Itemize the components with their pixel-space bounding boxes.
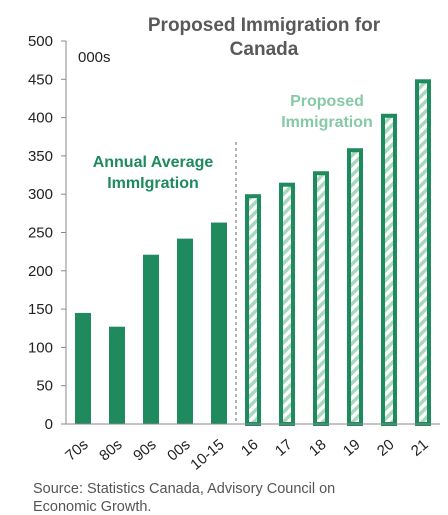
x-tick-label: 70s — [62, 436, 91, 465]
bar-actual-80s — [109, 326, 125, 424]
source-line-1: Source: Statistics Canada, Advisory Coun… — [33, 481, 335, 497]
bar-actual-10-15 — [211, 222, 227, 424]
x-tick-label: 18 — [306, 436, 330, 460]
y-tick-label: 450 — [28, 71, 53, 88]
bar-proposed-17 — [279, 182, 295, 426]
x-tick-label: 10-15 — [187, 436, 227, 474]
annotation-proposed-line-2: Immigration — [281, 114, 373, 131]
y-tick-label: 200 — [28, 263, 53, 280]
y-tick-label: 300 — [28, 186, 53, 203]
chart-title-line-2: Canada — [230, 39, 299, 60]
bar-actual-70s — [75, 312, 91, 424]
chart-title-line-1: Proposed Immigration for — [148, 15, 381, 36]
y-tick-label: 500 — [28, 33, 53, 50]
x-tick-label: 80s — [96, 436, 125, 465]
annotation-actual-line-1: Annual Average — [93, 154, 214, 171]
y-tick-label: 100 — [28, 339, 53, 356]
bar-actual-00s — [177, 238, 193, 424]
unit-label: 000s — [78, 49, 111, 66]
bar-proposed-18 — [313, 171, 329, 426]
x-tick-label: 16 — [238, 436, 262, 460]
bar-proposed-21 — [415, 79, 431, 427]
x-tick-label: 20 — [374, 436, 398, 460]
y-tick-label: 50 — [36, 378, 53, 395]
y-axis: 0 50 100 150 200 250 300 350 400 450 500 — [28, 33, 67, 433]
y-tick-label: 150 — [28, 301, 53, 318]
bar-actual-90s — [143, 254, 159, 424]
x-tick-label: 21 — [408, 436, 432, 460]
x-tick-label: 90s — [130, 436, 159, 465]
annotation-proposed-line-1: Proposed — [290, 93, 364, 110]
source-line-2: Economic Growth. — [33, 499, 151, 515]
bar-proposed-19 — [347, 148, 363, 427]
x-tick-label: 19 — [340, 436, 364, 460]
bars — [75, 79, 431, 427]
bar-proposed-16 — [245, 194, 261, 426]
y-tick-label: 350 — [28, 148, 53, 165]
annotation-actual-line-2: ImmIgration — [107, 175, 199, 192]
x-tick-label: 17 — [272, 436, 296, 460]
y-tick-label: 400 — [28, 110, 53, 127]
y-tick-label: 250 — [28, 225, 53, 242]
bar-proposed-20 — [381, 113, 397, 427]
y-tick-label: 0 — [45, 416, 53, 433]
